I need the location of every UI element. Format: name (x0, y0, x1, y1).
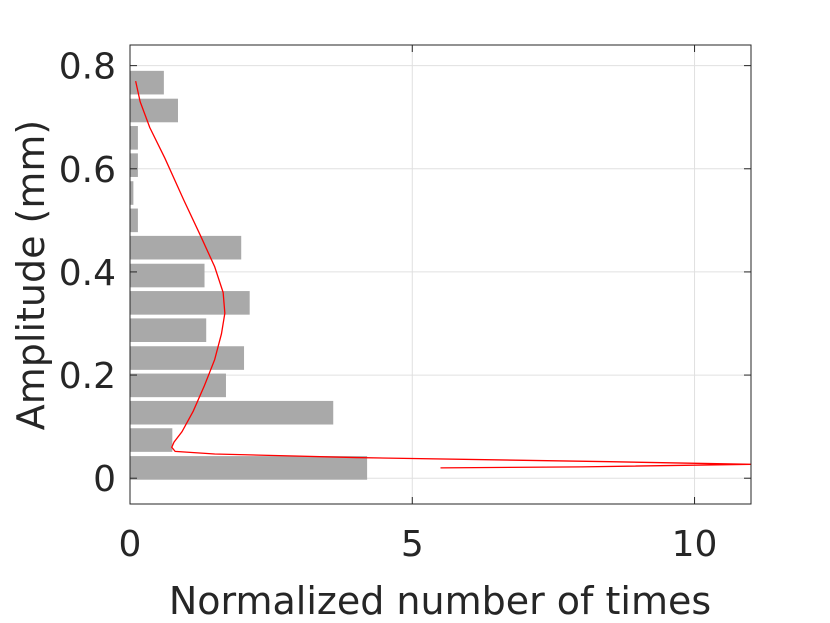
histogram-bar (130, 318, 207, 342)
y-tick-labels: 0 0.2 0.4 0.6 0.8 (59, 47, 116, 501)
histogram-bar (130, 456, 368, 480)
y-tick-label: 0.6 (59, 150, 116, 191)
histogram-bar (130, 291, 250, 315)
y-tick-label: 0 (93, 459, 116, 500)
histogram-bar (130, 400, 334, 425)
y-tick-label: 0.4 (59, 253, 116, 294)
y-tick-label: 0.8 (59, 47, 116, 88)
axes-frame (129, 44, 752, 505)
histogram-bar (130, 235, 242, 260)
y-axis-label: Amplitude (mm) (9, 120, 53, 431)
x-tick-label: 0 (119, 524, 142, 565)
histogram-bar (130, 346, 245, 370)
x-tick-label: 5 (401, 524, 424, 565)
histogram-bar (130, 153, 138, 177)
histogram-bar (130, 126, 138, 150)
density-curve (135, 80, 751, 469)
x-tick-labels: 0 5 10 (119, 524, 718, 565)
y-tick-label: 0.2 (59, 356, 116, 397)
axes (129, 44, 752, 505)
histogram-bar (130, 70, 164, 95)
histogram-bar (130, 263, 205, 288)
histogram-bar (130, 428, 173, 452)
histogram-bar (130, 208, 138, 233)
x-tick-label: 10 (672, 524, 718, 565)
histogram-bar (130, 98, 178, 123)
x-axis-label: Normalized number of times (169, 579, 711, 623)
histogram-bar (130, 181, 134, 205)
histogram-bar (130, 373, 226, 398)
density-curve-group (135, 80, 751, 469)
